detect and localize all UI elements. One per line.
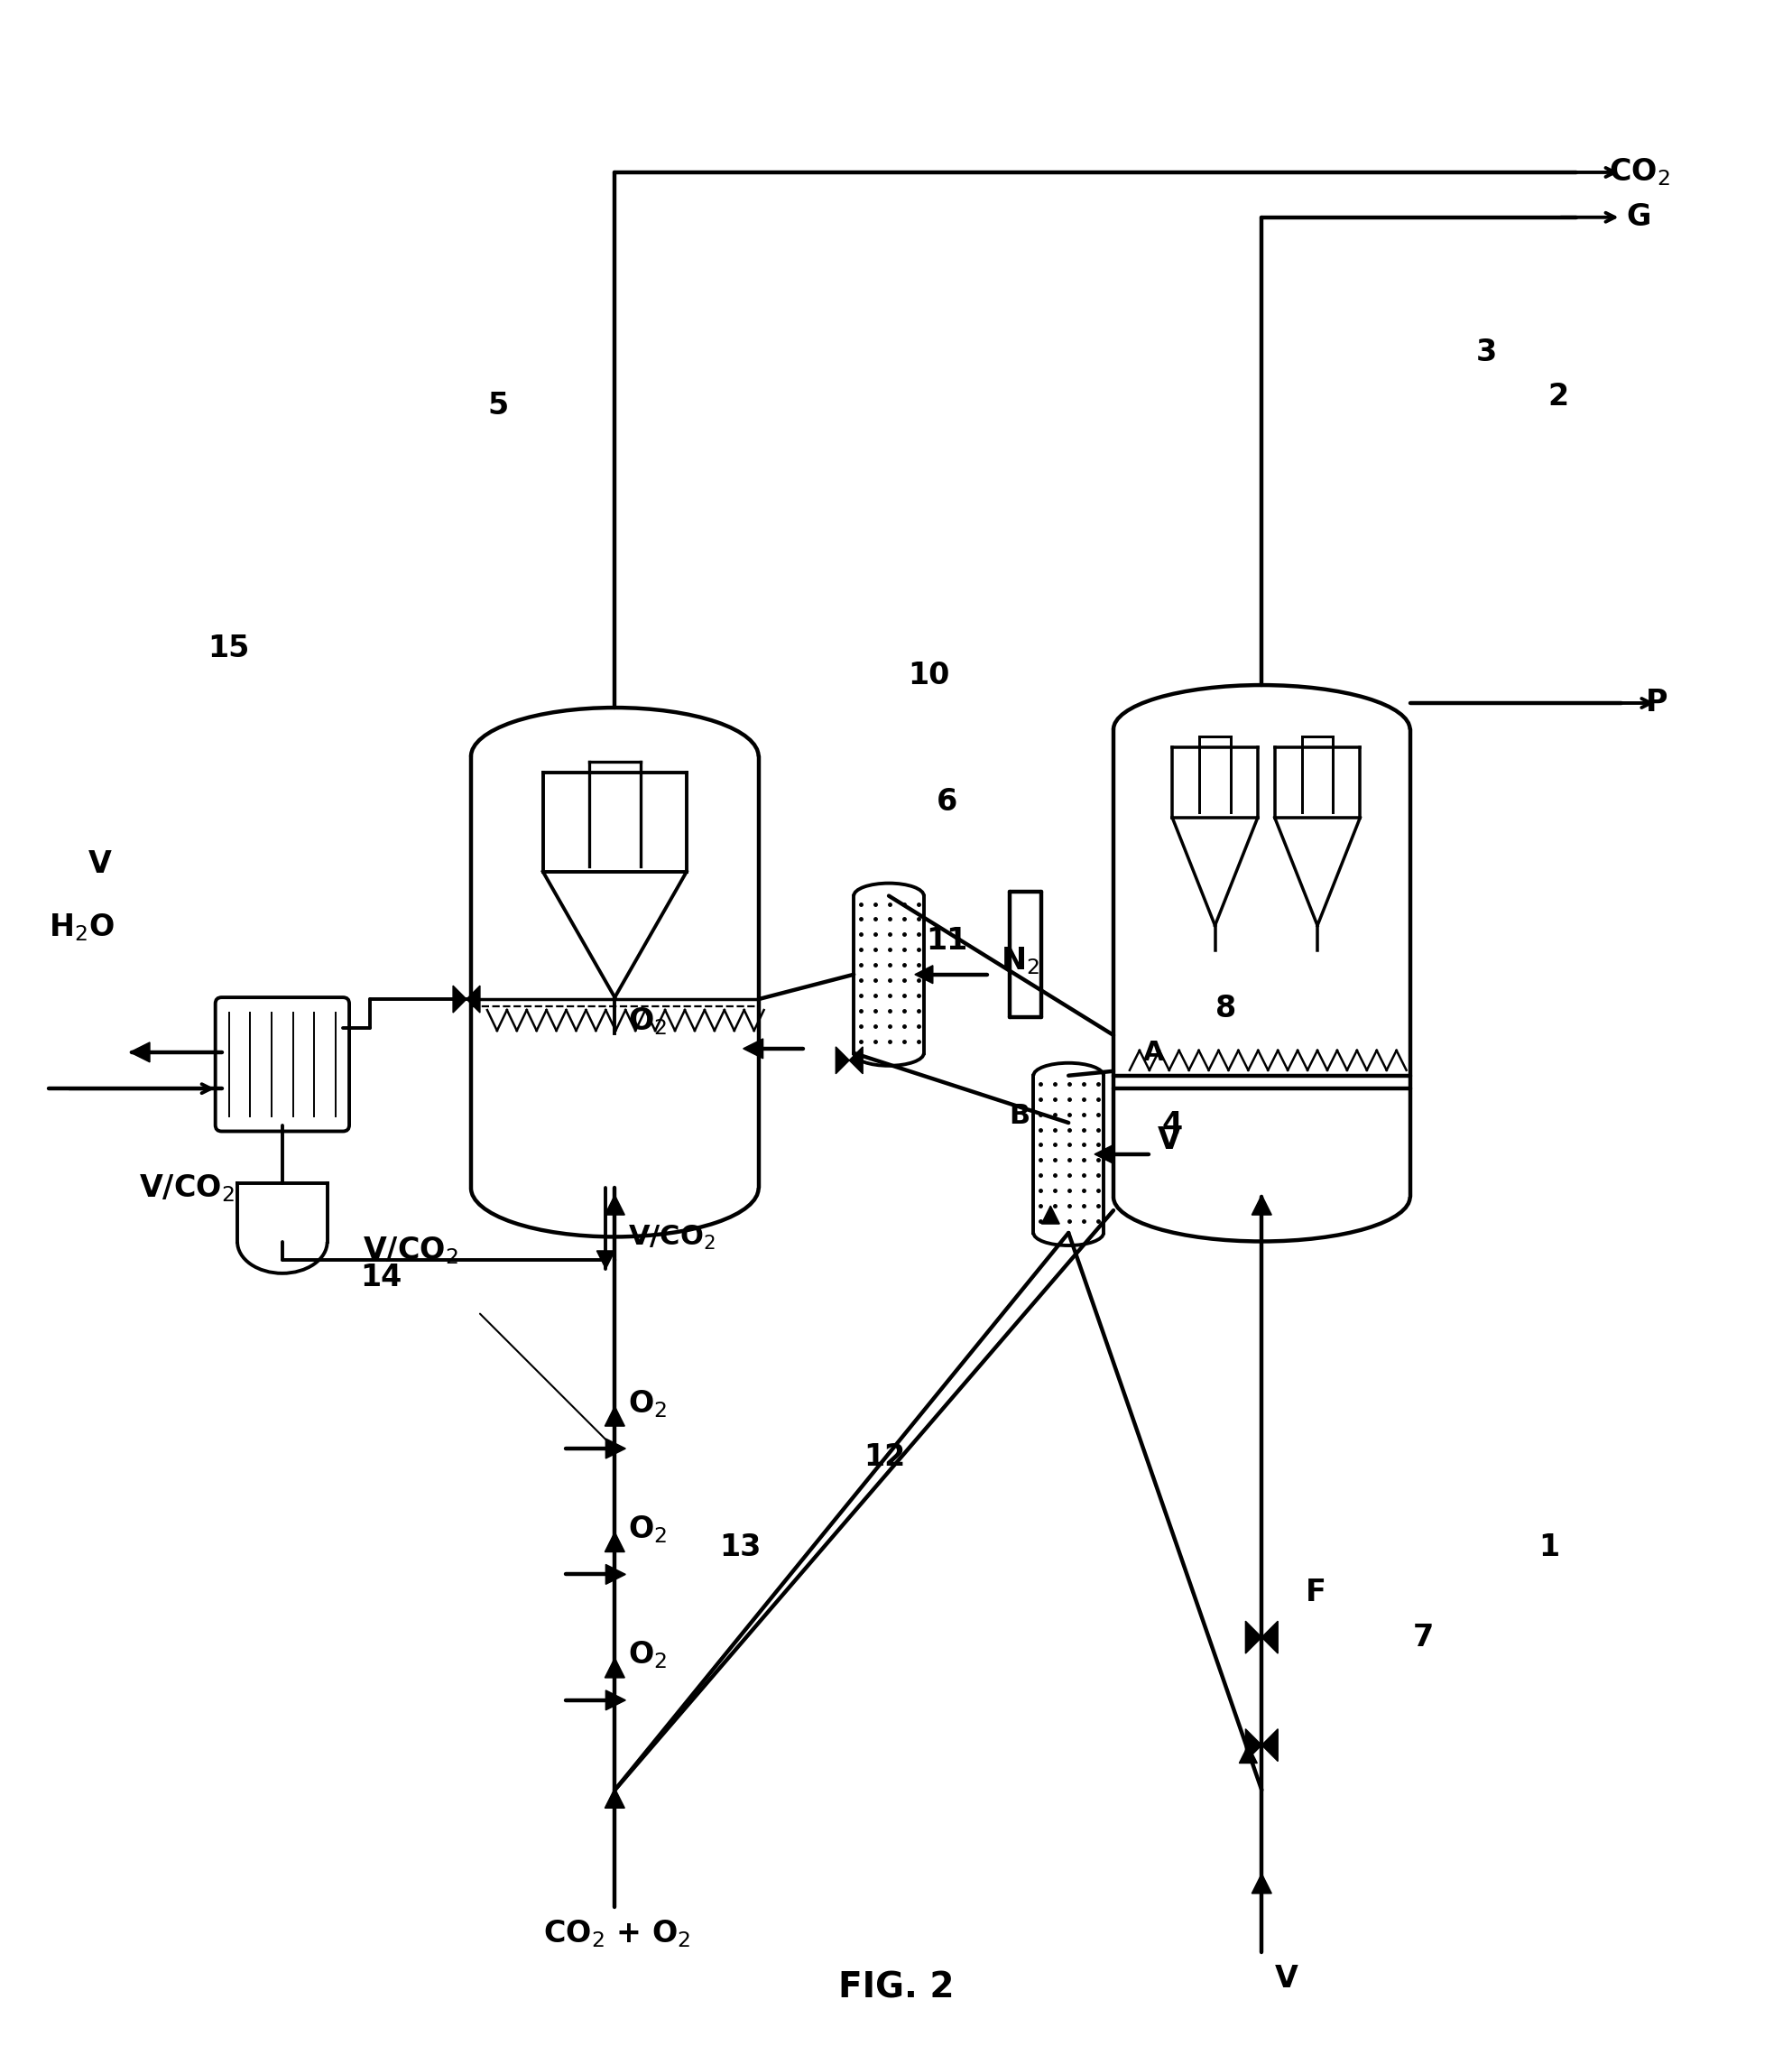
Text: 13: 13	[720, 1532, 762, 1563]
Text: CO$_2$ + O$_2$: CO$_2$ + O$_2$	[543, 1919, 690, 1950]
Polygon shape	[606, 1532, 625, 1553]
Polygon shape	[1245, 1729, 1278, 1762]
Polygon shape	[606, 1406, 625, 1426]
Text: V/CO$_2$: V/CO$_2$	[364, 1236, 459, 1266]
Text: V: V	[1158, 1125, 1181, 1156]
Text: N$_2$: N$_2$	[1000, 945, 1039, 976]
Text: 1: 1	[1539, 1532, 1559, 1563]
Text: O$_2$: O$_2$	[629, 1387, 667, 1420]
Text: 3: 3	[1477, 338, 1496, 366]
Polygon shape	[835, 1048, 862, 1074]
Text: V/CO$_2$: V/CO$_2$	[629, 1224, 715, 1252]
Text: 14: 14	[360, 1262, 401, 1293]
Text: O$_2$: O$_2$	[629, 1639, 667, 1672]
Polygon shape	[1245, 1620, 1278, 1653]
Polygon shape	[606, 1438, 625, 1459]
Polygon shape	[606, 1788, 625, 1809]
Text: 12: 12	[864, 1442, 905, 1473]
Text: V: V	[1276, 1964, 1299, 1993]
Text: A: A	[1143, 1039, 1165, 1066]
Text: CO$_2$: CO$_2$	[1609, 158, 1670, 188]
Text: P: P	[1647, 687, 1668, 718]
Polygon shape	[744, 1039, 763, 1058]
Polygon shape	[1095, 1146, 1113, 1164]
Text: V/CO$_2$: V/CO$_2$	[138, 1172, 235, 1203]
Text: 5: 5	[487, 391, 509, 421]
Polygon shape	[1253, 1874, 1272, 1893]
Text: 4: 4	[1161, 1111, 1183, 1140]
Polygon shape	[1253, 1195, 1272, 1215]
Polygon shape	[606, 1195, 625, 1215]
Text: 8: 8	[1215, 992, 1236, 1023]
Text: G: G	[1627, 203, 1652, 231]
Polygon shape	[606, 1565, 625, 1584]
Text: H$_2$O: H$_2$O	[48, 913, 115, 943]
Polygon shape	[453, 986, 480, 1013]
Polygon shape	[606, 1690, 625, 1710]
Text: O$_2$: O$_2$	[629, 1007, 667, 1037]
Text: 11: 11	[926, 927, 968, 955]
Text: 15: 15	[208, 634, 249, 663]
Polygon shape	[1240, 1745, 1258, 1764]
Text: B: B	[1009, 1103, 1030, 1129]
Text: F: F	[1305, 1577, 1326, 1608]
Text: 6: 6	[937, 786, 957, 816]
Text: 2: 2	[1548, 383, 1568, 411]
Text: 10: 10	[909, 661, 950, 692]
Polygon shape	[131, 1041, 151, 1062]
Polygon shape	[1041, 1205, 1059, 1224]
Polygon shape	[597, 1250, 615, 1269]
Text: FIG. 2: FIG. 2	[839, 1970, 953, 2005]
Text: V: V	[88, 849, 111, 880]
Polygon shape	[916, 966, 934, 984]
Text: 7: 7	[1412, 1622, 1434, 1653]
Text: O$_2$: O$_2$	[629, 1514, 667, 1545]
Polygon shape	[606, 1657, 625, 1678]
